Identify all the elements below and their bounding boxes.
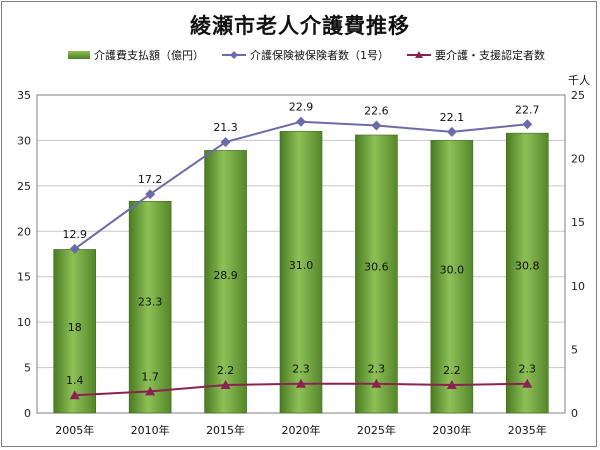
legend-label-certified: 要介護・支援認定者数 — [435, 49, 545, 62]
right-tick-label: 10 — [571, 280, 585, 293]
insured-point — [220, 137, 231, 148]
legend-label-bar: 介護費支払額（億円） — [94, 49, 204, 62]
insured-value-label: 12.9 — [62, 228, 87, 241]
bar-4 — [355, 134, 398, 414]
bar-2 — [204, 150, 247, 414]
x-tick-label: 2025年 — [357, 423, 396, 437]
certified-value-label: 2.3 — [368, 363, 386, 376]
bar-value-label: 18 — [68, 321, 82, 334]
insured-point — [522, 119, 533, 130]
legend: 介護費支払額（億円） 介護保険被保険者数（1号） 要介護・支援認定者数 — [68, 47, 563, 63]
bar-value-label: 31.0 — [289, 259, 314, 272]
left-tick-label: 10 — [17, 316, 31, 329]
right-tick-label: 25 — [571, 89, 585, 102]
bar-value-label: 30.0 — [440, 264, 465, 277]
legend-item-bar: 介護費支払額（億円） — [68, 47, 204, 63]
legend-certified-swatch — [407, 51, 431, 58]
x-tick-label: 2010年 — [131, 423, 170, 437]
left-tick-label: 5 — [24, 362, 31, 375]
certified-point — [220, 380, 231, 390]
insured-point — [296, 116, 306, 127]
legend-bar-swatch — [68, 51, 90, 59]
certified-point — [522, 378, 533, 388]
bar-6 — [505, 132, 549, 414]
bar-value-label: 30.6 — [364, 261, 389, 274]
bar-1 — [128, 201, 172, 414]
legend-item-insured: 介護保険被保険者数（1号） — [222, 47, 389, 63]
right-axis-unit: 千人 — [568, 74, 590, 87]
certified-value-label: 2.2 — [443, 364, 461, 377]
certified-value-label: 2.3 — [292, 363, 310, 376]
left-tick-label: 20 — [17, 225, 31, 238]
right-tick-label: 15 — [571, 216, 585, 229]
certified-value-label: 2.2 — [217, 364, 235, 377]
legend-insured-swatch — [222, 51, 246, 59]
x-tick-label: 2020年 — [282, 423, 321, 437]
bar-value-label: 23.3 — [138, 296, 163, 309]
insured-point — [69, 243, 80, 254]
right-tick-label: 0 — [571, 407, 578, 420]
insured-value-label: 17.2 — [138, 173, 163, 186]
certified-point — [446, 380, 457, 390]
left-tick-label: 0 — [24, 407, 31, 420]
left-tick-label: 15 — [17, 271, 31, 284]
insured-point — [446, 126, 457, 137]
x-tick-label: 2035年 — [508, 423, 547, 437]
legend-label-insured: 介護保険被保険者数（1号） — [250, 49, 389, 62]
left-tick-label: 25 — [17, 180, 31, 193]
insured-point — [371, 120, 382, 131]
insured-value-label: 22.9 — [289, 101, 314, 114]
x-tick-label: 2015年 — [206, 423, 245, 437]
legend-item-certified: 要介護・支援認定者数 — [407, 47, 545, 63]
insured-value-label: 22.1 — [440, 111, 465, 124]
certified-point — [296, 378, 306, 388]
insured-value-label: 22.6 — [364, 105, 389, 118]
certified-value-label: 1.7 — [141, 370, 159, 383]
right-tick-label: 5 — [571, 343, 578, 356]
certified-point — [371, 378, 382, 388]
certified-point — [69, 390, 80, 400]
bar-value-label: 28.9 — [213, 269, 238, 282]
certified-value-label: 2.3 — [519, 363, 537, 376]
insured-value-label: 22.7 — [515, 103, 540, 116]
bar-value-label: 30.8 — [515, 260, 540, 273]
right-tick-label: 20 — [571, 153, 585, 166]
left-tick-label: 30 — [17, 134, 31, 147]
insured-point — [145, 189, 156, 200]
bar-0 — [53, 249, 97, 414]
bar-3 — [279, 131, 323, 414]
bar-5 — [430, 140, 474, 414]
left-tick-label: 35 — [17, 89, 31, 102]
insured-value-label: 21.3 — [213, 121, 238, 134]
x-tick-label: 2030年 — [432, 423, 471, 437]
chart-title: 綾瀬市老人介護費推移 — [190, 14, 410, 38]
x-tick-label: 2005年 — [55, 423, 94, 437]
certified-value-label: 1.4 — [66, 374, 84, 387]
certified-point — [145, 386, 156, 396]
